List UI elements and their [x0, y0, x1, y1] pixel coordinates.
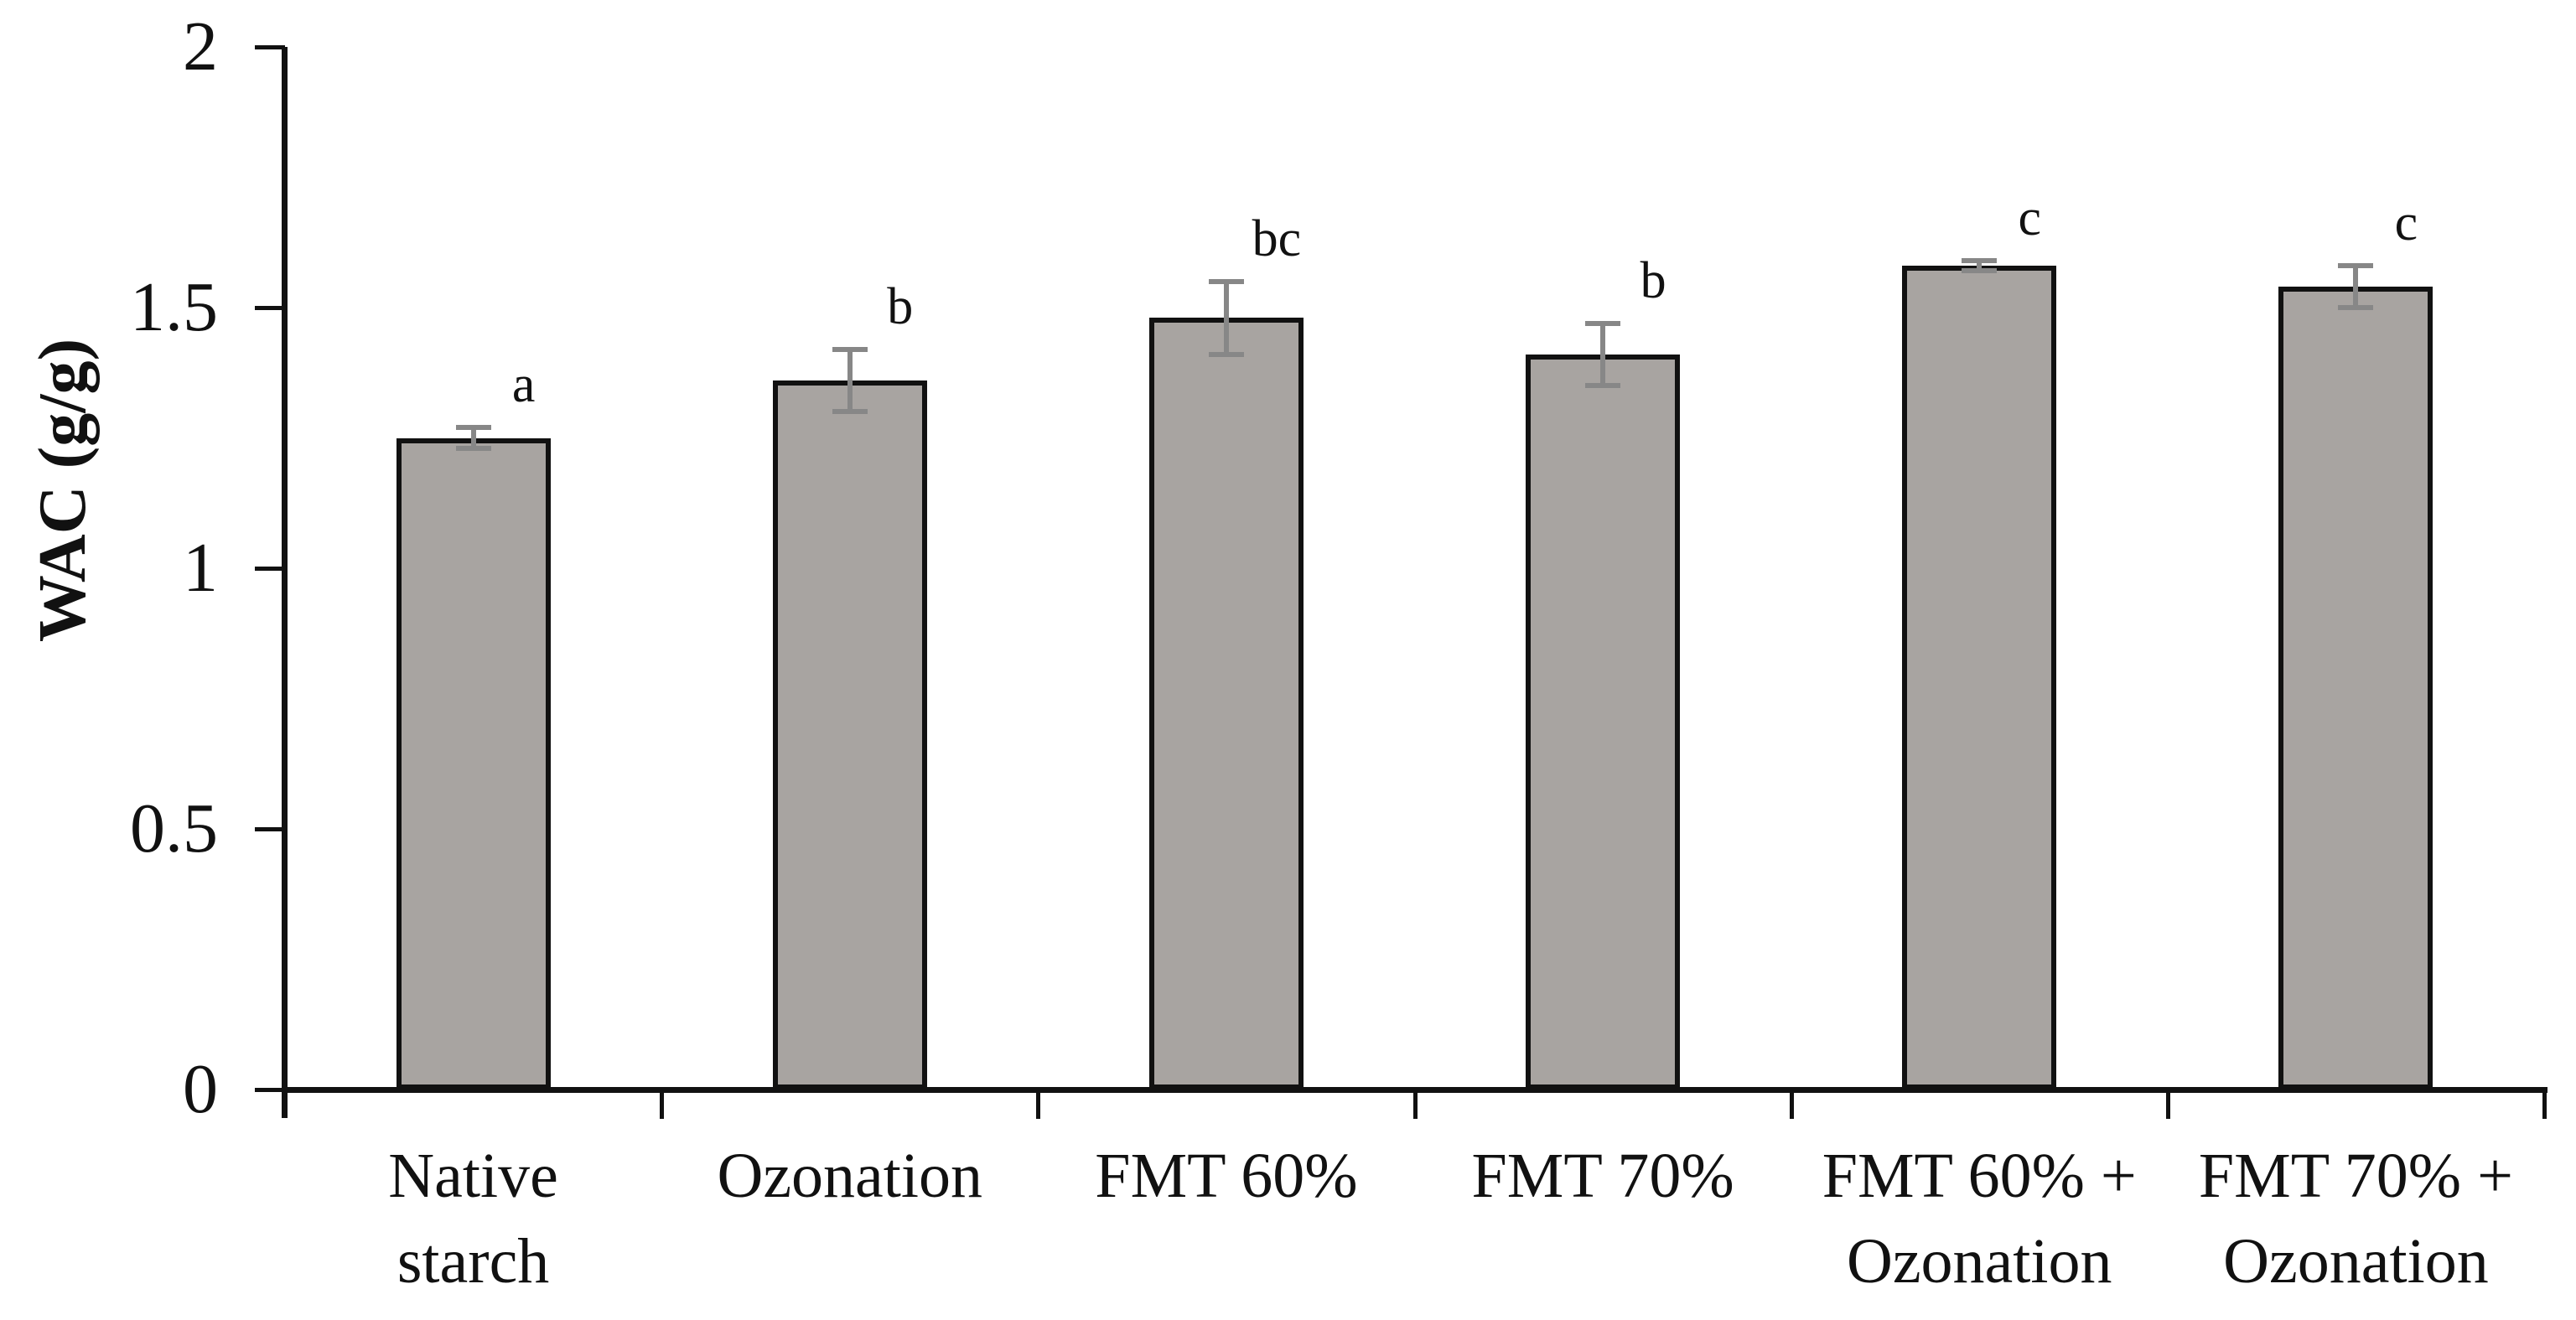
significance-letter-fmt-70-ozonation: c: [2394, 194, 2418, 252]
significance-letter-fmt-60-ozonation: c: [2018, 189, 2042, 247]
category-label-fmt-70: FMT 70%: [1471, 1141, 1734, 1211]
x-tick: [1789, 1092, 1794, 1119]
bar-fmt-60: [1148, 318, 1304, 1090]
y-tick-label: 0: [183, 1050, 218, 1128]
x-tick: [2165, 1092, 2170, 1119]
y-tick-label: 1.5: [130, 268, 218, 346]
significance-letter-ozonation: b: [887, 277, 914, 335]
y-tick: [255, 45, 285, 49]
y-tick: [255, 567, 285, 571]
significance-letter-fmt-60: bc: [1252, 210, 1302, 267]
error-bar-cap-bottom-fmt-70-ozonation: [2338, 305, 2374, 310]
error-bar-cap-top-fmt-60: [1208, 278, 1244, 284]
error-bar-fmt-60: [1223, 281, 1229, 355]
y-axis-line: [282, 47, 288, 1118]
bar-fmt-70-ozonation: [2278, 287, 2433, 1090]
significance-letter-native-starch: a: [511, 356, 536, 414]
error-bar-cap-bottom-native-starch: [455, 445, 491, 451]
x-tick: [1036, 1092, 1041, 1119]
category-label-fmt-60-ozonation: FMT 60% + Ozonation: [1822, 1141, 2137, 1297]
bar-fmt-60-ozonation: [1902, 266, 2057, 1090]
error-bar-cap-top-fmt-60-ozonation: [1962, 258, 1998, 264]
error-bar-cap-bottom-ozonation: [832, 409, 868, 415]
error-bar-fmt-70: [1600, 323, 1606, 386]
category-label-ozonation: Ozonation: [717, 1141, 983, 1211]
error-bar-cap-bottom-fmt-60: [1208, 351, 1244, 357]
y-tick-label: 1: [183, 529, 218, 607]
error-bar-cap-top-native-starch: [455, 425, 491, 431]
error-bar-cap-top-ozonation: [832, 346, 868, 352]
category-label-fmt-60: FMT 60%: [1095, 1141, 1358, 1211]
x-tick: [660, 1092, 665, 1119]
bar-fmt-70: [1526, 354, 1681, 1090]
bar-native-starch: [396, 437, 551, 1090]
y-tick-label: 2: [183, 8, 218, 85]
x-tick: [1412, 1092, 1418, 1119]
y-tick: [255, 1088, 285, 1092]
x-axis-line: [282, 1087, 2547, 1093]
bar-ozonation: [772, 380, 927, 1090]
y-tick-label: 0.5: [130, 789, 218, 867]
error-bar-native-starch: [470, 427, 476, 448]
y-tick: [255, 827, 285, 831]
error-bar-fmt-70-ozonation: [2353, 266, 2359, 308]
error-bar-cap-bottom-fmt-70: [1585, 383, 1621, 389]
category-label-native-starch: Native starch: [388, 1141, 558, 1297]
y-tick: [255, 306, 285, 310]
significance-letter-fmt-70: b: [1640, 251, 1666, 309]
error-bar-cap-top-fmt-70-ozonation: [2338, 263, 2374, 269]
category-label-fmt-70-ozonation: FMT 70% + Ozonation: [2198, 1141, 2513, 1297]
x-tick: [2542, 1092, 2547, 1119]
error-bar-ozonation: [847, 349, 853, 412]
error-bar-cap-top-fmt-70: [1585, 320, 1621, 326]
error-bar-cap-bottom-fmt-60-ozonation: [1962, 268, 1998, 274]
error-bar-fmt-60-ozonation: [1977, 261, 1983, 272]
